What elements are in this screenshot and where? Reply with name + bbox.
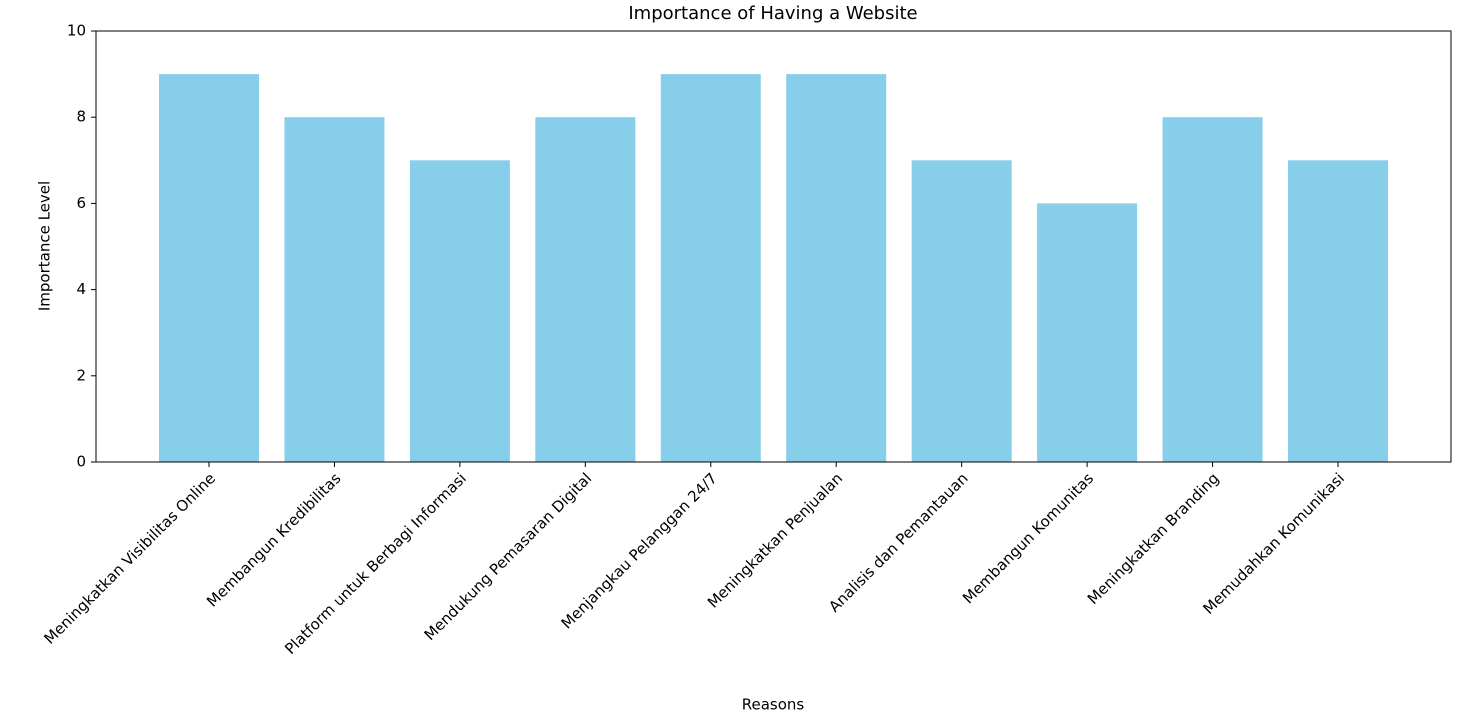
bar xyxy=(409,160,510,463)
x-tick-label: Meningkatkan Visibilitas Online xyxy=(41,469,219,647)
bar xyxy=(535,117,636,462)
y-tick-label: 2 xyxy=(76,366,86,384)
bar xyxy=(911,160,1012,463)
bar xyxy=(1288,160,1388,463)
bar xyxy=(159,74,259,462)
y-tick-label: 6 xyxy=(76,194,86,212)
x-axis-label: Reasons xyxy=(742,696,805,714)
x-tick-label: Memudahkan Komunikasi xyxy=(1199,469,1348,618)
y-tick-label: 0 xyxy=(76,453,86,471)
bar xyxy=(1162,117,1263,462)
x-tick-label: Membangun Kredibilitas xyxy=(203,469,344,610)
bar xyxy=(660,74,761,462)
bar xyxy=(786,74,887,462)
bar xyxy=(1037,203,1138,462)
x-tick-label: Analisis dan Pemantauan xyxy=(825,469,972,616)
y-tick-label: 4 xyxy=(76,280,86,298)
chart-title: Importance of Having a Website xyxy=(628,3,917,24)
x-tick-label: Membangun Komunitas xyxy=(959,469,1097,607)
bar xyxy=(284,117,385,462)
y-tick-label: 8 xyxy=(76,108,86,126)
y-axis-label: Importance Level xyxy=(36,181,54,311)
x-tick-label: Meningkatkan Branding xyxy=(1084,469,1223,608)
y-tick-label: 10 xyxy=(67,22,86,40)
x-tick-label: Meningkatkan Penjualan xyxy=(704,469,846,611)
plot-frame xyxy=(95,30,1452,463)
